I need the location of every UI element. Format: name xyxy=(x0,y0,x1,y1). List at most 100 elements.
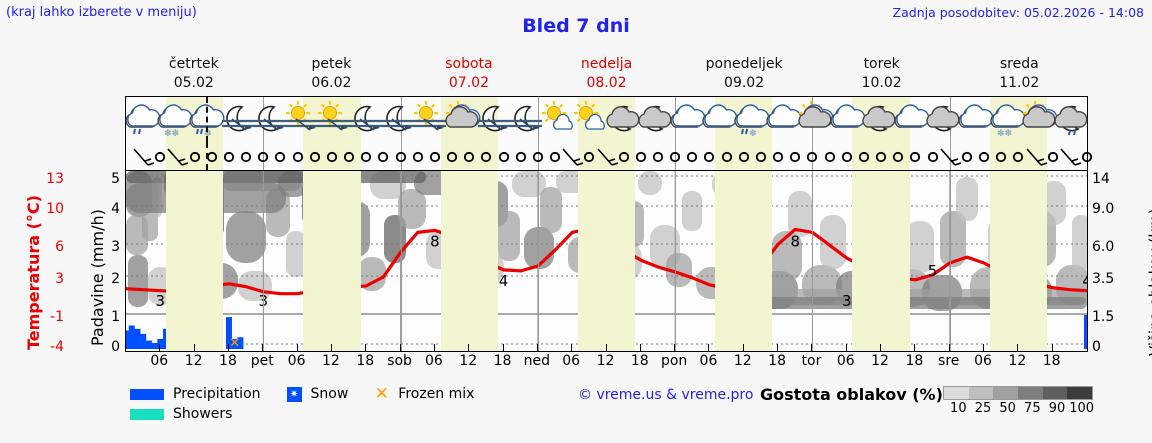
wind-symbol xyxy=(339,142,359,170)
x-tick-label-25: 12 xyxy=(1008,353,1027,369)
day-name: ponedeljek xyxy=(705,56,783,72)
x-tick-label-23: sre xyxy=(938,353,960,369)
temperature-tick-5: -4 xyxy=(50,339,64,355)
showers-swatch-icon xyxy=(130,408,164,420)
cloud-density-blob xyxy=(906,221,934,273)
wind-calm-icon xyxy=(817,146,843,168)
daylight-band-4 xyxy=(715,142,773,170)
sun-cloud-icon xyxy=(1019,99,1059,139)
day-separator-6 xyxy=(949,171,951,351)
cloud-density-blob xyxy=(1042,181,1066,225)
weather-icon-cell-26 xyxy=(958,97,994,143)
cloud-density-blob xyxy=(358,257,386,291)
temperature-tick-2: 6 xyxy=(55,239,64,255)
moon-cloud-icon xyxy=(635,99,675,139)
wind-symbol xyxy=(150,142,170,170)
wind-calm-icon xyxy=(405,146,431,168)
legend-label-precipitation: Precipitation xyxy=(173,386,261,402)
day-separator-4 xyxy=(675,171,677,351)
wind-symbol xyxy=(888,142,908,170)
x-tick-label-20: 06 xyxy=(836,353,855,369)
wind-calm-icon xyxy=(645,146,671,168)
wind-calm-icon xyxy=(679,146,705,168)
day-date: 06.02 xyxy=(311,75,352,91)
temperature-point-label: 5 xyxy=(928,262,938,280)
wind-calm-icon xyxy=(473,146,499,168)
cloud-density-blob xyxy=(940,211,966,267)
wind-barb-icon xyxy=(1057,146,1083,168)
precipitation-bar xyxy=(140,333,147,349)
wind-calm-icon xyxy=(851,146,877,168)
cloud-height-axis-title: Višina oblakov (km) xyxy=(1126,168,1152,358)
last-update-text: Zadnja posodobitev: 05.02.2026 - 14:08 xyxy=(892,5,1144,20)
wind-symbol xyxy=(785,142,805,170)
cloud-density-step-0 xyxy=(944,387,969,399)
wind-symbol xyxy=(905,142,925,170)
temperature-point-label: 8 xyxy=(430,232,440,250)
x-tick-label-10: 18 xyxy=(493,353,512,369)
moon-cloud-icon xyxy=(603,99,643,139)
wind-symbol xyxy=(494,142,514,170)
weather-icon-cell-8 xyxy=(382,97,415,143)
precipitation-bar xyxy=(1084,315,1087,349)
weather-icon-cell-14 xyxy=(574,97,606,143)
frozen-mix-marker-icon: ✕ xyxy=(229,336,240,351)
wind-calm-icon xyxy=(439,146,465,168)
x-tick-label-2: 18 xyxy=(219,353,237,369)
cloud-density-label-3: 75 xyxy=(1024,401,1041,416)
legend-label-snow: Snow xyxy=(310,386,349,402)
weather-icon-cell-6 xyxy=(318,97,351,143)
copyright-link[interactable]: © vreme.us & vreme.pro xyxy=(578,387,754,403)
weather-icon-cell-24 xyxy=(894,97,930,143)
weather-icon-cell-23 xyxy=(862,97,896,143)
wind-barb-icon xyxy=(130,146,156,168)
day-name: torek xyxy=(863,56,900,72)
day-date: 10.02 xyxy=(861,75,902,91)
cloud-density-blob xyxy=(682,191,702,231)
wind-barb-icon xyxy=(1023,146,1049,168)
temperature-point-label: 8 xyxy=(790,232,800,250)
wind-symbol xyxy=(1008,142,1028,170)
day-header-4: ponedeljek 09.02 xyxy=(675,55,813,95)
wind-calm-icon xyxy=(267,146,293,168)
wind-symbol xyxy=(562,142,584,170)
cloud-density-label-4: 90 xyxy=(1048,401,1066,416)
wind-symbol xyxy=(408,142,428,170)
cloud-density-step-2 xyxy=(993,387,1019,399)
wind-symbol xyxy=(699,142,719,170)
day-name: sreda xyxy=(999,56,1039,72)
x-tick-label-13: 12 xyxy=(596,353,615,369)
cloud-density-blob xyxy=(540,187,562,233)
wind-barb-icon xyxy=(594,146,620,168)
wind-symbol xyxy=(974,142,994,170)
svg-text:✽✽: ✽✽ xyxy=(164,129,179,139)
legend-item-frozen-mix: ✕ Frozen mix xyxy=(374,385,475,402)
legend-label-frozen-mix: Frozen mix xyxy=(398,386,475,402)
wind-calm-icon xyxy=(388,146,414,168)
wind-symbol xyxy=(1077,142,1097,170)
wind-symbol xyxy=(579,142,599,170)
precipitation-bar xyxy=(151,342,158,349)
day-separator-1 xyxy=(263,171,265,351)
precipitation-axis-title: Padavine (mm/h) xyxy=(66,170,107,352)
day-separator-6 xyxy=(949,142,951,170)
moon-cloud-icon xyxy=(859,99,899,139)
x-tick-label-6: 18 xyxy=(356,353,375,369)
wind-calm-icon xyxy=(422,146,448,168)
x-axis-tick-labels: 06 12 18 pet 06 12 18 sob 06 12 18 ned 06 12 18 pon 06 12… xyxy=(125,353,1088,375)
day-date: 09.02 xyxy=(724,75,765,91)
cloud-icon xyxy=(891,99,931,139)
x-tick-label-17: 12 xyxy=(733,353,752,369)
daylight-band-1 xyxy=(303,171,361,351)
sun-icon xyxy=(410,99,450,139)
wind-symbol xyxy=(717,142,737,170)
legend-label-showers: Showers xyxy=(173,406,233,422)
wind-symbol xyxy=(545,142,565,170)
precipitation-bar xyxy=(225,317,232,349)
x-tick-label-18: 18 xyxy=(768,353,787,369)
sun-icon xyxy=(314,99,354,139)
sun-cloud-icon xyxy=(795,99,835,139)
legend-item-precipitation: Precipitation xyxy=(130,386,261,402)
wind-barb-icon xyxy=(937,146,963,168)
cloud-density-colorbar xyxy=(943,386,1093,400)
